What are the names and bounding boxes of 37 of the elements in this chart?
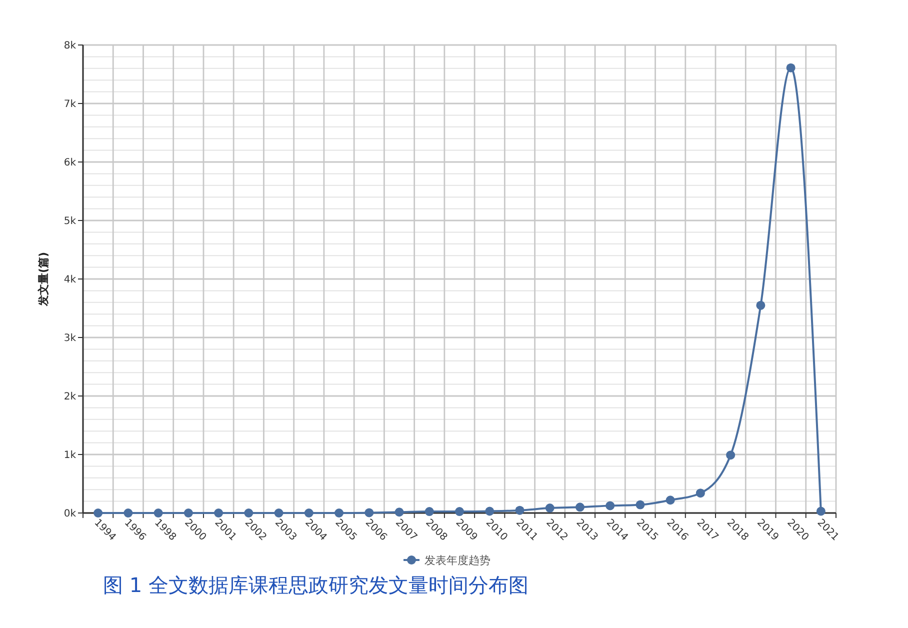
point <box>274 508 284 518</box>
y-tick-label: 0k <box>64 508 76 520</box>
y-tick-label: 3k <box>64 333 76 344</box>
point <box>244 508 254 518</box>
point <box>214 508 224 518</box>
y-tick-label: 1k <box>64 450 76 461</box>
point <box>575 502 584 512</box>
point <box>786 63 796 72</box>
point <box>666 496 675 505</box>
point <box>726 450 736 460</box>
point <box>94 508 103 518</box>
point <box>816 506 826 516</box>
y-tick-label: 6k <box>64 158 76 168</box>
y-tick-label: 4k <box>64 274 76 286</box>
caption: 图 1 全文数据库课程思政研究发文量时间分布图 <box>103 573 528 597</box>
point <box>696 488 705 498</box>
y-tick-label: 8k <box>64 40 76 52</box>
point <box>455 507 464 516</box>
point <box>334 508 344 518</box>
point <box>154 508 163 518</box>
point <box>394 508 404 517</box>
point <box>485 506 494 516</box>
point <box>424 507 434 516</box>
y-axis-title: 发文量(篇) <box>37 252 50 308</box>
point <box>515 506 524 515</box>
y-tick-label: 7k <box>64 99 76 110</box>
point <box>606 501 615 510</box>
y-tick-label: 2k <box>64 392 76 402</box>
point <box>545 504 554 513</box>
y-tick-label: 5k <box>64 216 76 227</box>
point <box>124 508 133 518</box>
point <box>364 508 374 518</box>
point <box>636 500 645 510</box>
point <box>304 508 314 518</box>
point <box>756 300 766 310</box>
legend-label: 发表年度趋势 <box>424 554 490 567</box>
point <box>184 508 193 518</box>
